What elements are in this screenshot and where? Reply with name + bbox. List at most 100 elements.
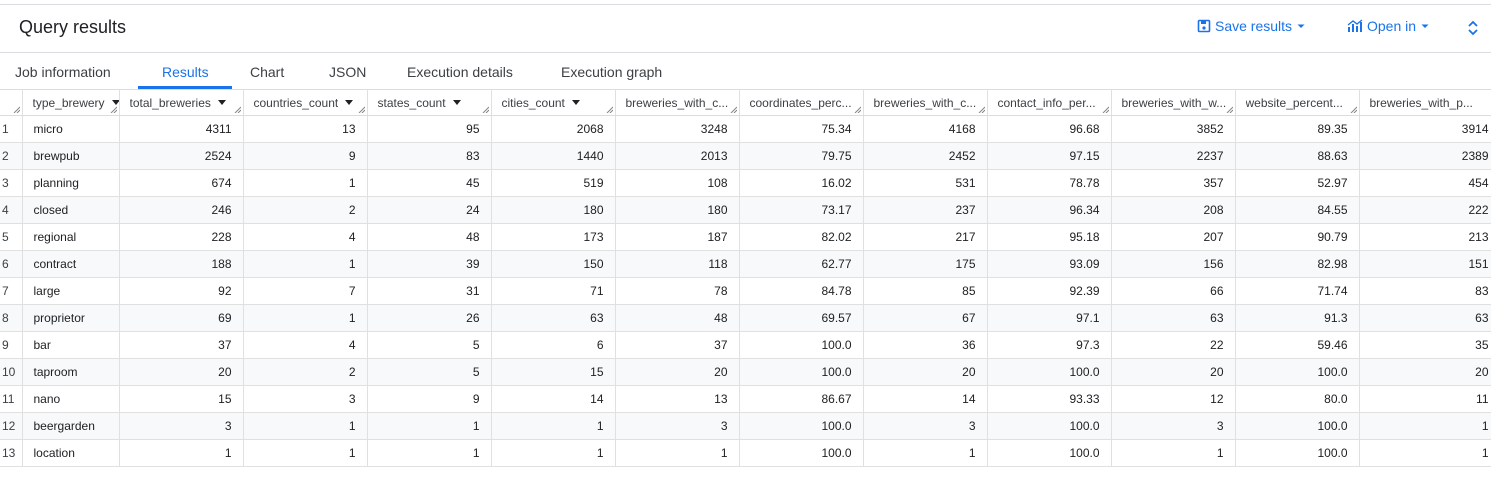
- table-cell[interactable]: 1: [1359, 439, 1491, 467]
- table-cell[interactable]: 100.0: [987, 358, 1112, 386]
- table-cell[interactable]: 2237: [1111, 142, 1236, 170]
- resize-handle-icon[interactable]: [1350, 106, 1357, 113]
- table-cell[interactable]: 39: [367, 250, 492, 278]
- table-cell[interactable]: 1440: [491, 142, 616, 170]
- sort-arrow-icon[interactable]: [217, 100, 226, 106]
- table-cell[interactable]: 36: [863, 331, 988, 359]
- table-cell[interactable]: 150: [491, 250, 616, 278]
- table-cell[interactable]: 13: [243, 115, 368, 143]
- column-header[interactable]: coordinates_perc...: [739, 89, 864, 116]
- tab-job-information[interactable]: Job information: [15, 64, 111, 80]
- table-cell[interactable]: 2013: [615, 142, 740, 170]
- table-cell[interactable]: 5: [367, 358, 492, 386]
- table-cell[interactable]: 63: [1359, 304, 1491, 332]
- table-cell[interactable]: 175: [863, 250, 988, 278]
- column-header[interactable]: cities_count: [491, 89, 616, 116]
- tab-json[interactable]: JSON: [329, 64, 367, 80]
- table-cell[interactable]: proprietor: [22, 304, 120, 332]
- table-cell[interactable]: 31: [367, 277, 492, 305]
- column-header[interactable]: breweries_with_c...: [615, 89, 740, 116]
- open-in-button[interactable]: Open in: [1347, 18, 1430, 34]
- table-cell[interactable]: 246: [119, 196, 244, 224]
- table-cell[interactable]: 4: [243, 223, 368, 251]
- column-header[interactable]: total_breweries: [119, 89, 244, 116]
- tab-execution-graph[interactable]: Execution graph: [561, 64, 663, 80]
- table-cell[interactable]: 63: [1111, 304, 1236, 332]
- table-cell[interactable]: 91.3: [1235, 304, 1360, 332]
- table-cell[interactable]: 7: [243, 277, 368, 305]
- table-cell[interactable]: 1: [367, 439, 492, 467]
- table-cell[interactable]: 217: [863, 223, 988, 251]
- table-row[interactable]: 11 nano 15 3 9 14 13 86.67 14 93.33 12 80.0 11: [0, 385, 1491, 413]
- table-cell[interactable]: 3: [119, 412, 244, 440]
- table-cell[interactable]: 20: [615, 358, 740, 386]
- table-cell[interactable]: 100.0: [739, 439, 864, 467]
- table-cell[interactable]: 1: [1111, 439, 1236, 467]
- table-cell[interactable]: 2452: [863, 142, 988, 170]
- table-cell[interactable]: 14: [491, 385, 616, 413]
- column-header[interactable]: type_brewery: [22, 89, 120, 116]
- table-cell[interactable]: regional: [22, 223, 120, 251]
- table-cell[interactable]: 63: [491, 304, 616, 332]
- table-cell[interactable]: 96.68: [987, 115, 1112, 143]
- table-cell[interactable]: 1: [243, 169, 368, 197]
- table-cell[interactable]: 173: [491, 223, 616, 251]
- table-cell[interactable]: 2: [243, 358, 368, 386]
- table-cell[interactable]: 3: [1111, 412, 1236, 440]
- resize-handle-icon[interactable]: [13, 106, 20, 113]
- table-cell[interactable]: 15: [491, 358, 616, 386]
- table-cell[interactable]: 3248: [615, 115, 740, 143]
- table-cell[interactable]: 1: [243, 412, 368, 440]
- table-cell[interactable]: 6: [491, 331, 616, 359]
- table-cell[interactable]: 48: [367, 223, 492, 251]
- table-cell[interactable]: 118: [615, 250, 740, 278]
- table-cell[interactable]: 100.0: [987, 439, 1112, 467]
- table-cell[interactable]: 20: [1359, 358, 1491, 386]
- table-cell[interactable]: 82.98: [1235, 250, 1360, 278]
- table-cell[interactable]: 15: [119, 385, 244, 413]
- table-cell[interactable]: 3852: [1111, 115, 1236, 143]
- column-header[interactable]: contact_info_per...: [987, 89, 1112, 116]
- table-cell[interactable]: 180: [615, 196, 740, 224]
- table-cell[interactable]: 188: [119, 250, 244, 278]
- table-row[interactable]: 13 location 1 1 1 1 1 100.0 1 100.0 1 100.0 1: [0, 439, 1491, 467]
- table-cell[interactable]: 1: [119, 439, 244, 467]
- table-cell[interactable]: 1: [491, 439, 616, 467]
- table-row[interactable]: 7 large 92 7 31 71 78 84.78 85 92.39 66 71.74 83: [0, 277, 1491, 305]
- table-cell[interactable]: 24: [367, 196, 492, 224]
- table-cell[interactable]: 12: [1111, 385, 1236, 413]
- table-row[interactable]: 5 regional 228 4 48 173 187 82.02 217 95.18 207 90.…: [0, 223, 1491, 251]
- table-cell[interactable]: brewpub: [22, 142, 120, 170]
- table-cell[interactable]: 20: [119, 358, 244, 386]
- table-cell[interactable]: 228: [119, 223, 244, 251]
- table-cell[interactable]: 92: [119, 277, 244, 305]
- table-cell[interactable]: 1: [243, 304, 368, 332]
- table-row[interactable]: 4 closed 246 2 24 180 180 73.17 237 96.34 208 84.55…: [0, 196, 1491, 224]
- table-cell[interactable]: 5: [367, 331, 492, 359]
- table-cell[interactable]: 1: [1359, 412, 1491, 440]
- table-cell[interactable]: 73.17: [739, 196, 864, 224]
- table-cell[interactable]: 14: [863, 385, 988, 413]
- table-cell[interactable]: 237: [863, 196, 988, 224]
- table-cell[interactable]: 100.0: [739, 358, 864, 386]
- table-cell[interactable]: 1: [863, 439, 988, 467]
- table-cell[interactable]: 97.15: [987, 142, 1112, 170]
- table-cell[interactable]: 208: [1111, 196, 1236, 224]
- table-cell[interactable]: 52.97: [1235, 169, 1360, 197]
- table-cell[interactable]: 95: [367, 115, 492, 143]
- table-cell[interactable]: 108: [615, 169, 740, 197]
- table-cell[interactable]: 89.35: [1235, 115, 1360, 143]
- table-cell[interactable]: 83: [1359, 277, 1491, 305]
- table-cell[interactable]: 454: [1359, 169, 1491, 197]
- table-cell[interactable]: 59.46: [1235, 331, 1360, 359]
- table-cell[interactable]: 3914: [1359, 115, 1491, 143]
- table-cell[interactable]: 100.0: [739, 412, 864, 440]
- table-cell[interactable]: 66: [1111, 277, 1236, 305]
- table-cell[interactable]: 88.63: [1235, 142, 1360, 170]
- table-cell[interactable]: 100.0: [1235, 358, 1360, 386]
- table-cell[interactable]: 100.0: [987, 412, 1112, 440]
- table-cell[interactable]: 96.34: [987, 196, 1112, 224]
- table-cell[interactable]: 180: [491, 196, 616, 224]
- table-cell[interactable]: 1: [243, 250, 368, 278]
- table-row[interactable]: 6 contract 188 1 39 150 118 62.77 175 93.09 156 82.…: [0, 250, 1491, 278]
